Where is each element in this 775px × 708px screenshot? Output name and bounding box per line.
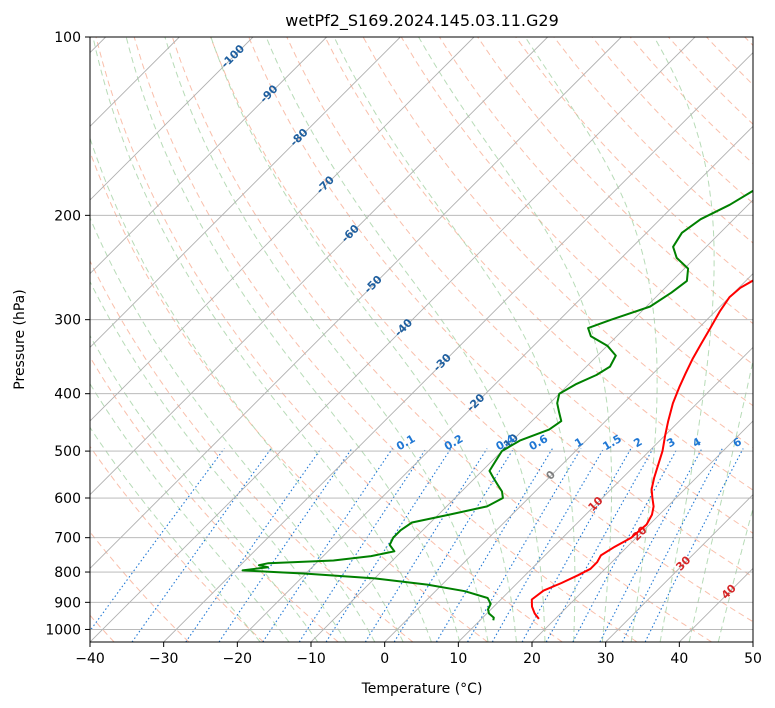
dry-adiabat [286, 37, 753, 534]
mixing-ratio-line [325, 448, 452, 642]
dry-adiabat [210, 37, 753, 623]
profile-series [241, 189, 753, 621]
y-tick-label: 200 [54, 208, 81, 224]
isotherm-line [605, 494, 753, 642]
y-tick-label: 400 [54, 387, 81, 403]
mixing-ratio-line [131, 448, 272, 642]
mixing-ratio-line [364, 448, 488, 642]
y-tick-label: 300 [54, 313, 81, 329]
y-tick-label: 100 [54, 30, 81, 46]
isotherm-line [237, 125, 753, 642]
x-tick-label: −30 [149, 651, 179, 667]
moist-adiabat [90, 280, 347, 642]
dry-adiabat [90, 445, 264, 642]
dry-adiabat [95, 37, 563, 642]
y-tick-label: 600 [54, 491, 81, 507]
mixing-ratio-line [599, 448, 703, 642]
moist-adiabat [688, 358, 753, 642]
dry-adiabat [171, 37, 712, 642]
x-tick-label: 50 [744, 651, 762, 667]
y-tick-label: 500 [54, 444, 81, 460]
moist-adiabat [90, 382, 290, 642]
x-axis-label: Temperature (°C) [361, 681, 483, 697]
x-tick-label: 10 [449, 651, 467, 667]
isotherm-line [90, 37, 622, 569]
x-tick-label: −20 [223, 651, 253, 667]
mixing-ratio-line [491, 448, 605, 642]
plot-frame [89, 36, 754, 643]
dry-adiabat [90, 356, 339, 642]
mixing-ratio-line [298, 448, 427, 642]
isotherm-line [163, 52, 753, 642]
moist-adiabats [90, 37, 753, 642]
y-tick-label: 800 [54, 565, 81, 581]
x-tick-label: −10 [296, 651, 326, 667]
moist-adiabat [418, 37, 613, 642]
isotherm-line [531, 420, 753, 642]
moist-adiabat [90, 334, 319, 642]
moist-adiabat [90, 216, 376, 642]
x-tick-label: 30 [597, 651, 615, 667]
moist-adiabat [90, 426, 261, 642]
x-tick-label: 20 [523, 651, 541, 667]
y-axis-ticks: 100 200 300 400 500 600 700 800 900 1000 [45, 30, 90, 638]
moist-adiabat [653, 37, 715, 642]
isotherm-line [90, 37, 254, 201]
y-tick-label: 700 [54, 531, 81, 547]
moist-adiabat [125, 37, 461, 642]
moist-adiabat [92, 37, 432, 642]
x-axis-ticks: −40 −30 −20 −10 0 10 20 30 40 50 [75, 642, 762, 667]
moist-adiabat [210, 37, 517, 642]
mixing-ratio-line [467, 448, 582, 642]
moist-adiabat [265, 37, 546, 642]
dewpoint-profile-line [241, 189, 753, 621]
mixing-ratio-line [90, 448, 225, 632]
x-tick-label: 0 [380, 651, 389, 667]
chart-title: wetPf2_S169.2024.145.03.11.G29 [285, 11, 559, 31]
mixing-ratio-line [218, 448, 353, 642]
x-tick-label: −40 [75, 651, 105, 667]
moist-adiabat [164, 37, 489, 642]
isotherm-line [90, 37, 475, 422]
isotherms [90, 37, 753, 642]
isotherm-line [90, 37, 401, 348]
isotherm-line [90, 37, 696, 642]
dry-adiabat [248, 37, 753, 578]
y-axis-label: Pressure (hPa) [12, 289, 28, 389]
x-tick-label: 40 [670, 651, 688, 667]
moist-adiabat [524, 37, 658, 642]
mixing-ratio-line [185, 448, 322, 642]
isotherm-line [90, 37, 327, 275]
isotherm-line [90, 37, 548, 496]
y-tick-label: 1000 [45, 622, 81, 638]
isotherm-line [458, 346, 753, 642]
mixing-ratio-line [393, 448, 515, 642]
isotherm-line [384, 273, 753, 642]
mixing-ratio-line [262, 448, 393, 642]
y-tick-label: 900 [54, 595, 81, 611]
moist-adiabat [333, 37, 576, 642]
mixing-ratio-line [621, 448, 723, 642]
mixing-ratio-line [572, 448, 678, 642]
dry-adiabat [90, 259, 414, 642]
moist-adiabat [717, 506, 753, 642]
dry-adiabat [324, 37, 753, 491]
isotherm-line [310, 199, 753, 642]
temperature-profile-line [530, 279, 753, 620]
pressure-gridlines [90, 37, 753, 630]
moist-adiabat [90, 136, 404, 642]
plot-area: -100-90-80-70-60-50-40-30-20-10010203040… [90, 37, 753, 642]
